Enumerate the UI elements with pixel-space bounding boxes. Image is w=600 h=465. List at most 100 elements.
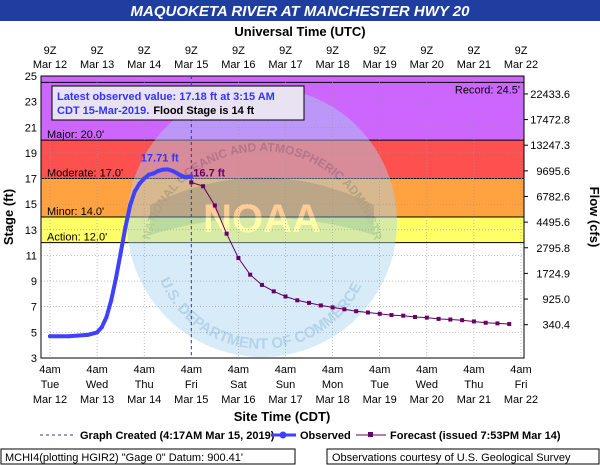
y2-tick-label-9: 22433.6 <box>530 89 570 101</box>
x-tick-label-1-line1: 4am <box>86 364 107 376</box>
y-tick-label-8: 19 <box>25 148 37 160</box>
forecast-point-14 <box>354 309 359 314</box>
latest-box-bg <box>51 85 305 121</box>
observed-point-9 <box>123 225 128 230</box>
top-tick-label-1-line2: Mar 13 <box>80 59 114 71</box>
observed-point-20 <box>175 171 180 176</box>
x-tick-label-10-line1: 4am <box>510 364 531 376</box>
x-tick-label-8-line2: Wed <box>416 379 438 391</box>
top-tick-label-7-line1: 9Z <box>373 45 386 57</box>
forecast-crest-label: 16.7 ft <box>193 167 225 179</box>
observed-point-19 <box>170 168 175 173</box>
forecast-point-26 <box>495 321 500 326</box>
y-tick-label-0: 3 <box>31 353 37 365</box>
y2-tick-label-2: 1724.9 <box>536 268 570 280</box>
data-series: 17.71 ft 16.7 ft <box>48 76 512 358</box>
top-tick-label-3-line1: 9Z <box>185 45 198 57</box>
forecast-point-5 <box>248 272 253 277</box>
x-tick-label-9-line3: Mar 21 <box>457 394 491 406</box>
observed-point-21 <box>179 173 184 178</box>
footer-left-box <box>0 448 296 465</box>
observed-point-22 <box>184 175 189 180</box>
x-tick-label-2-line2: Thu <box>135 379 154 391</box>
forecast-point-20 <box>424 315 429 320</box>
x-tick-label-0-line2: Tue <box>41 379 60 391</box>
x-tick-label-5-line2: Sun <box>276 379 296 391</box>
x-tick-label-2-line1: 4am <box>133 364 154 376</box>
noaa-seal-circle <box>127 87 397 357</box>
forecast-point-19 <box>413 314 418 319</box>
x-tick-label-6-line2: Mon <box>322 379 343 391</box>
top-axis-title: Universal Time (UTC) <box>234 24 365 39</box>
y2-tick-label-5: 6782.6 <box>536 191 570 203</box>
top-tick-label-2-line1: 9Z <box>138 45 151 57</box>
forecast-point-13 <box>342 307 347 312</box>
observed-point-1 <box>66 334 71 339</box>
forecast-point-25 <box>483 320 488 325</box>
top-tick-label-0-line2: Mar 12 <box>33 59 67 71</box>
chart-title: MAQUOKETA RIVER AT MANCHESTER HWY 20 <box>131 3 471 20</box>
forecast-point-24 <box>471 319 476 324</box>
forecast-point-9 <box>295 298 300 303</box>
top-tick-label-10-line2: Mar 22 <box>504 59 538 71</box>
y-axis-title: Stage (ft) <box>1 189 16 245</box>
footer-right-box <box>326 448 600 465</box>
flood-band-label-0: Action: 12.0' <box>47 232 107 244</box>
y-tick-label-10: 23 <box>25 97 37 109</box>
legend: Graph Created (4:17AM Mar 15, 2019) Obse… <box>40 430 561 442</box>
forecast-point-6 <box>259 282 264 287</box>
x-tick-label-7-line3: Mar 19 <box>363 394 397 406</box>
observed-point-23 <box>189 174 194 179</box>
forecast-point-22 <box>448 317 453 322</box>
observed-point-14 <box>146 172 151 177</box>
observed-point-4 <box>99 325 104 330</box>
footer-datum: MCHI4(plotting HGIR2) "Gage 0" Datum: 90… <box>5 452 243 464</box>
y-tick-label-6: 15 <box>25 199 37 211</box>
observed-point-13 <box>142 176 147 181</box>
flood-band-label-1: Minor: 14.0' <box>47 206 104 218</box>
observed-point-5 <box>104 314 109 319</box>
x-tick-label-6-line3: Mar 18 <box>315 394 349 406</box>
top-tick-label-1-line1: 9Z <box>91 45 104 57</box>
y2-tick-label-8: 17472.8 <box>530 115 570 127</box>
forecast-point-3 <box>224 231 229 236</box>
top-tick-label-0-line1: 9Z <box>44 45 57 57</box>
x-tick-label-7-line1: 4am <box>369 364 390 376</box>
observed-point-17 <box>161 167 166 172</box>
x-tick-label-0-line3: Mar 12 <box>33 394 67 406</box>
forecast-point-21 <box>436 316 441 321</box>
y-tick-label-11: 25 <box>25 71 37 83</box>
x-tick-label-5-line3: Mar 17 <box>268 394 302 406</box>
observed-point-10 <box>128 203 133 208</box>
forecast-point-4 <box>236 256 241 261</box>
y-tick-label-5: 13 <box>25 225 37 237</box>
x-tick-label-3-line1: 4am <box>181 364 202 376</box>
observed-point-15 <box>151 171 156 176</box>
top-tick-label-5-line2: Mar 17 <box>268 59 302 71</box>
axes: 9Z Mar 12 4am Tue Mar 12 9Z Mar 13 4am Wed Mar 13… <box>1 45 600 424</box>
flood-stage-note: Flood Stage is 14 ft <box>153 105 254 117</box>
y-tick-label-7: 17 <box>25 174 37 186</box>
forecast-point-12 <box>330 305 335 310</box>
latest-observed-line2: CDT 15-Mar-2019. Flood Stage is 14 ft <box>57 105 255 117</box>
record-label: Record: 24.5' <box>455 84 520 96</box>
observed-point-16 <box>156 168 161 173</box>
x-tick-label-4-line1: 4am <box>228 364 249 376</box>
forecast-point-10 <box>307 300 312 305</box>
footer-credit: Observations courtesy of U.S. Geological… <box>332 452 571 464</box>
top-tick-label-7-line2: Mar 19 <box>363 59 397 71</box>
x-tick-label-5-line1: 4am <box>275 364 296 376</box>
top-tick-label-6-line1: 9Z <box>326 45 339 57</box>
x-tick-label-3-line2: Fri <box>185 379 198 391</box>
forecast-point-27 <box>507 322 512 327</box>
top-tick-label-10-line1: 9Z <box>515 45 528 57</box>
top-tick-label-5-line1: 9Z <box>279 45 292 57</box>
forecast-point-2 <box>212 203 217 208</box>
legend-observed-marker <box>279 431 287 439</box>
y-tick-label-3: 9 <box>31 276 37 288</box>
y2-tick-label-1: 925.0 <box>542 294 570 306</box>
observed-point-11 <box>132 189 137 194</box>
observed-point-12 <box>137 181 142 186</box>
